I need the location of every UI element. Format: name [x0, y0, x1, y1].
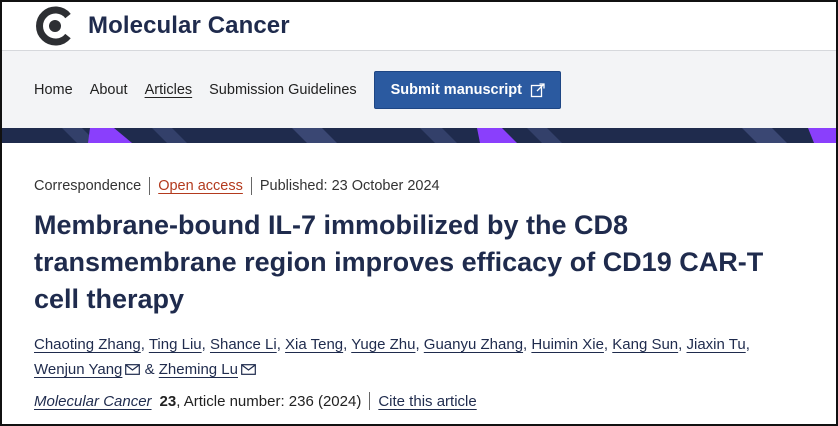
author-link[interactable]: Huimin Xie — [531, 336, 604, 353]
decorative-stripe — [2, 128, 836, 143]
author-link[interactable]: Shance Li — [209, 336, 277, 353]
author-link[interactable]: Yuge Zhu — [351, 336, 416, 353]
author-link[interactable]: Chaoting Zhang — [34, 336, 141, 353]
article-title: Membrane-bound IL-7 immobilized by the C… — [34, 210, 764, 314]
open-access-link[interactable]: Open access — [158, 178, 243, 194]
article-header: Correspondence Open access Published: 23… — [2, 143, 836, 410]
article-type: Correspondence — [34, 178, 142, 194]
author-link[interactable]: Guanyu Zhang — [423, 336, 524, 353]
email-icon[interactable] — [125, 364, 141, 375]
journal-logo-icon[interactable] — [34, 6, 74, 46]
cite-article-link[interactable]: Cite this article — [378, 392, 477, 410]
nav-submission-guidelines[interactable]: Submission Guidelines — [209, 81, 357, 98]
external-link-icon — [530, 82, 545, 97]
article-meta: Correspondence Open access Published: 23… — [34, 177, 804, 195]
author-link[interactable]: Zheming Lu — [158, 361, 238, 378]
citation-line: Molecular Cancer 23 , Article number: 23… — [34, 392, 804, 410]
meta-divider — [149, 177, 151, 195]
published-date: Published: 23 October 2024 — [259, 178, 440, 194]
main-nav: Home About Articles Submission Guideline… — [2, 50, 836, 128]
meta-divider — [250, 177, 252, 195]
author-link[interactable]: Xia Teng — [285, 336, 344, 353]
nav-about[interactable]: About — [89, 81, 128, 98]
email-icon[interactable] — [241, 364, 256, 375]
nav-articles[interactable]: Articles — [144, 81, 193, 98]
journal-link[interactable]: Molecular Cancer — [34, 392, 152, 410]
site-header: Molecular Cancer — [2, 2, 836, 50]
submit-manuscript-label: Submit manuscript — [390, 81, 522, 98]
submit-manuscript-button[interactable]: Submit manuscript — [373, 70, 561, 109]
stripe-pattern — [2, 128, 836, 143]
journal-title[interactable]: Molecular Cancer — [88, 12, 290, 39]
volume-number: 23 — [159, 392, 177, 410]
citation-divider — [369, 392, 371, 410]
author-link[interactable]: Kang Sun — [612, 336, 679, 353]
author-list: Chaoting Zhang, Ting Liu, Shance Li, Xia… — [34, 336, 750, 378]
author-link[interactable]: Ting Liu — [148, 336, 202, 353]
article-number: , Article number: 236 (2024) — [176, 392, 362, 410]
author-link[interactable]: Wenjun Yang — [34, 361, 123, 378]
author-link[interactable]: Jiaxin Tu — [686, 336, 746, 353]
nav-home[interactable]: Home — [34, 81, 73, 98]
